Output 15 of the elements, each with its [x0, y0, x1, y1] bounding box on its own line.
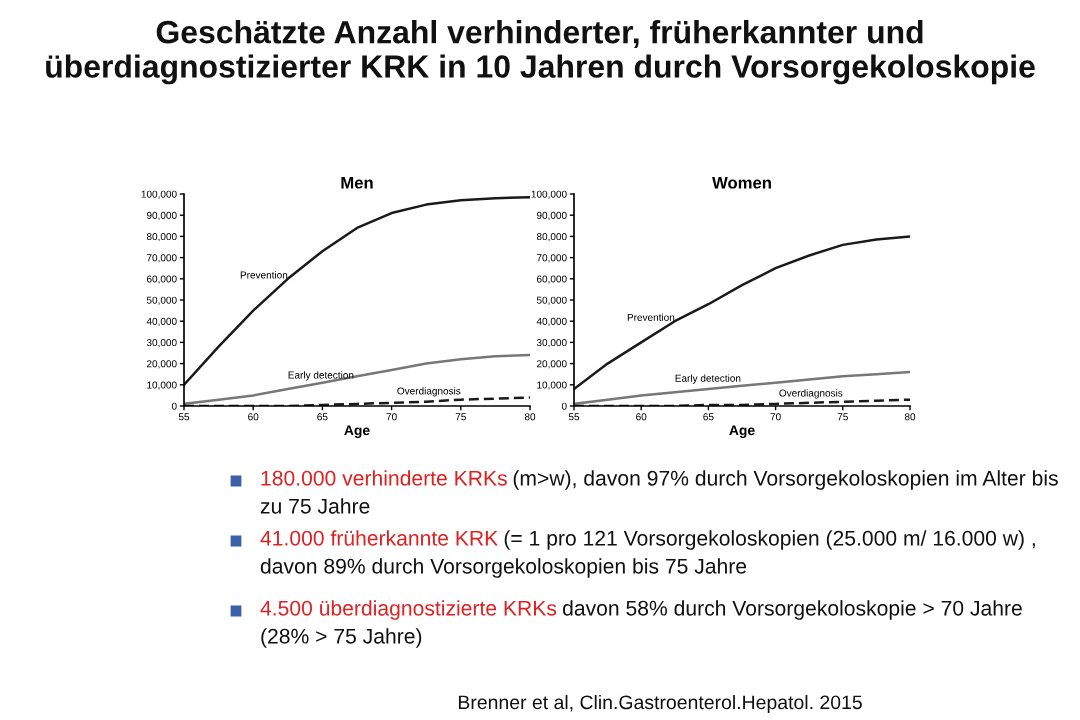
text: Geschätzte Anzahl verhinderter, früherkannter und überdiagnostizierter KRK in 10 Jahren durch Vorsorgekoloskopie — [46, 20, 1035, 85]
text: (28% > 75 Jahre) — [261, 628, 422, 648]
text: 180.000 verhinderte KRKs — [261, 470, 507, 486]
text: Brenner et al, Clin.Gastroenterol.Hepatol. 2015 — [458, 694, 862, 714]
text: 41.000 früherkannte KRK — [260, 530, 499, 546]
chart-title: Men — [341, 176, 373, 189]
text: zu 75 Jahre — [260, 498, 370, 514]
text: davon 58% durch Vorsorgekoloskopie > 70 Jahre — [563, 600, 1022, 620]
text: (m>w), davon 97% durch Vorsorgekoloskopien im Alter bis — [513, 470, 1058, 490]
text: 4.500 überdiagnostizierte KRKs — [260, 600, 557, 620]
line-series — [574, 235, 910, 391]
text: (= 1 pro 121 Vorsorgekoloskopien (25.000 m/ 16.000 w) , — [504, 530, 1035, 550]
line-series — [184, 195, 530, 387]
text: davon 89% durch Vorsorgekoloskopien bis 75 Jahre — [260, 558, 747, 578]
chart-title: Women — [712, 176, 771, 189]
